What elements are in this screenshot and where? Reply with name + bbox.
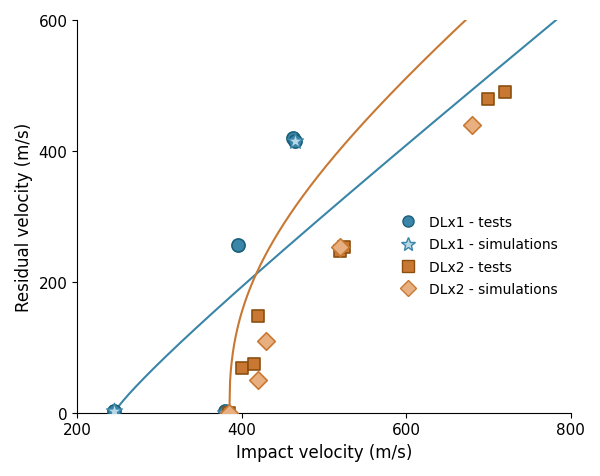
Point — [467, 122, 477, 129]
Point — [262, 337, 271, 345]
Point — [500, 89, 509, 97]
Point — [253, 377, 263, 384]
X-axis label: Impact velocity (m/s): Impact velocity (m/s) — [236, 443, 412, 461]
Point — [224, 409, 234, 416]
Point — [290, 138, 300, 146]
Legend: DLx1 - tests, DLx1 - simulations, DLx2 - tests, DLx2 - simulations: DLx1 - tests, DLx1 - simulations, DLx2 -… — [389, 210, 563, 302]
Point — [253, 312, 263, 320]
Point — [484, 96, 493, 103]
Point — [288, 135, 298, 142]
Point — [233, 241, 242, 249]
Point — [220, 408, 230, 416]
Point — [237, 365, 247, 372]
Point — [224, 409, 234, 416]
Point — [340, 244, 349, 251]
Point — [109, 407, 119, 415]
Point — [335, 248, 345, 255]
Y-axis label: Residual velocity (m/s): Residual velocity (m/s) — [15, 122, 33, 311]
Point — [290, 138, 300, 146]
Point — [109, 407, 119, 415]
Point — [220, 409, 230, 416]
Point — [335, 244, 345, 251]
Point — [249, 360, 259, 367]
